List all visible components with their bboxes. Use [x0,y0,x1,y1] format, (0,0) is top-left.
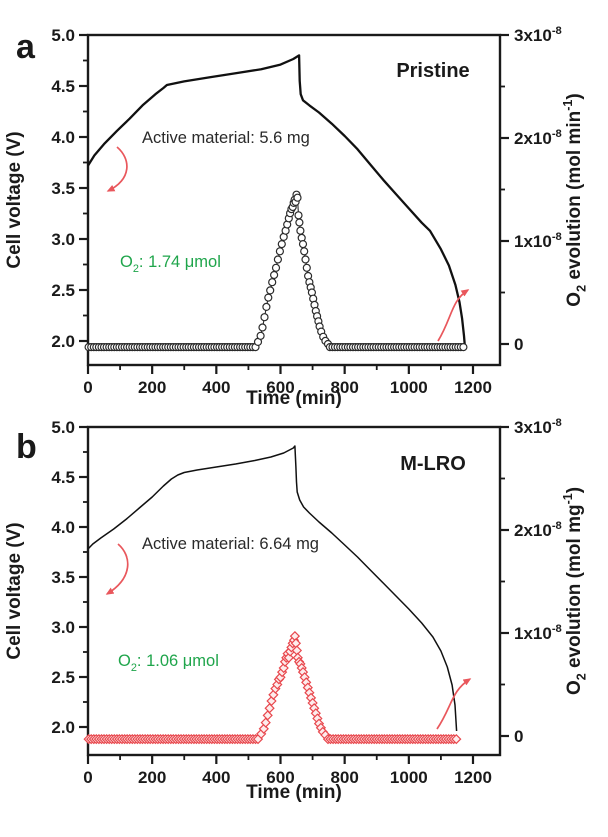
x-tick-label: 1200 [454,378,492,397]
voltage-tick-label: 4.5 [51,468,75,487]
right-axis-arrow [436,678,472,730]
active-material-annotation: Active material: 6.64 mg [142,535,319,553]
panel-letter: a [16,28,36,66]
voltage-tick-label: 4.5 [51,77,75,96]
o2-marker-circle [258,323,267,332]
voltage-curve [87,54,467,349]
o2-marker-circle [275,247,284,256]
o2-marker-diamond [451,733,462,745]
right-axis-title: O2 evolution (mol min-1) [561,93,589,306]
voltage-tick-label: 4.0 [51,128,75,147]
active-material-annotation: Active material: 5.6 mg [142,129,310,147]
o2-tick-label: 3x10-8 [514,417,562,437]
x-axis-title: Time (min) [246,388,342,409]
o2-marker-diamond [283,652,294,663]
right-axis-title: O2 evolution (mol mg-1) [561,487,589,695]
o2-marker-circle [295,218,304,227]
voltage-tick-label: 2.5 [51,281,75,300]
o2-marker-circle [300,247,309,256]
o2-tick-label: 1x10-8 [514,231,562,251]
o2-marker-circle [301,255,310,264]
voltage-tick-label: 4.0 [51,518,75,537]
o2-marker-circle [277,240,286,249]
o2-marker-diamond [266,695,277,707]
o2-evolution-markers [84,190,468,352]
o2-marker-circle [459,343,468,352]
x-tick-label: 1200 [454,768,492,787]
o2-total-annotation: O2: 1.06 μmol [118,652,219,674]
voltage-tick-label: 2.0 [51,718,75,737]
o2-marker-circle [302,263,311,272]
voltage-tick-label: 3.0 [51,230,75,249]
voltage-tick-label: 2.0 [51,332,75,351]
voltage-tick-label: 3.5 [51,568,75,587]
o2-marker-circle [293,193,302,202]
x-tick-label: 1000 [390,378,428,397]
o2-marker-diamond [264,703,275,714]
left-axis-arrow [106,146,128,192]
o2-marker-circle [298,240,308,249]
voltage-tick-label: 5.0 [51,26,75,45]
left-axis-arrow [105,543,129,595]
x-tick-label: 400 [202,378,230,397]
panel-b: 0 200 400 600 800 1000 1200 2.0 2.5 3.0 3.5 4.0 4.5 5… [4,417,589,803]
o2-evolution-markers [83,630,462,745]
o2-marker-circle [294,211,303,220]
x-tick-label: 200 [138,378,166,397]
o2-tick-label: 1x10-8 [514,623,562,643]
panel-a: 0 200 400 600 800 1000 1200 2.0 2.5 3.0 3.5 4.0 4.5 5… [4,25,589,409]
right-axis-arrow [437,289,470,342]
o2-marker-circle [262,302,271,311]
x-tick-label: 0 [83,768,92,787]
voltage-tick-label: 2.5 [51,668,75,687]
x-tick-label: 800 [330,378,358,397]
o2-marker-circle [268,278,277,287]
o2-tick-label: 3x10-8 [514,25,562,45]
o2-tick-label: 0 [514,727,523,746]
voltage-tick-label: 3.0 [51,618,75,637]
x-tick-label: 600 [266,378,294,397]
o2-marker-circle [296,226,305,235]
x-axis-title: Time (min) [246,782,342,803]
o2-tick-label: 2x10-8 [514,128,562,148]
voltage-curve [87,445,458,732]
o2-marker-diamond [262,710,273,721]
voltage-tick-label: 5.0 [51,418,75,437]
o2-marker-circle [273,255,282,264]
o2-marker-circle [266,286,275,295]
sample-title: Pristine [396,60,469,82]
o2-marker-circle [271,263,281,272]
o2-marker-circle [264,293,273,302]
left-axis-title: Cell voltage (V) [4,131,25,268]
o2-marker-diamond [278,662,289,674]
left-axis-title: Cell voltage (V) [4,522,25,659]
x-tick-label: 800 [330,768,358,787]
plot-frame [86,425,502,757]
o2-marker-circle [256,331,265,340]
x-tick-label: 0 [83,378,92,397]
o2-marker-diamond [260,717,271,728]
x-tick-label: 600 [266,768,294,787]
o2-marker-circle [260,313,269,322]
sample-title: M-LRO [400,453,466,475]
x-tick-label: 200 [138,768,166,787]
plot-frame [86,33,502,367]
o2-marker-circle [270,270,279,280]
x-tick-label: 1000 [390,768,428,787]
o2-tick-label: 2x10-8 [514,520,562,540]
panel-letter: b [16,428,37,466]
o2-tick-label: 0 [514,335,523,354]
o2-total-annotation: O2: 1.74 μmol [120,253,221,275]
x-tick-label: 400 [202,768,230,787]
voltage-tick-label: 3.5 [51,179,75,198]
